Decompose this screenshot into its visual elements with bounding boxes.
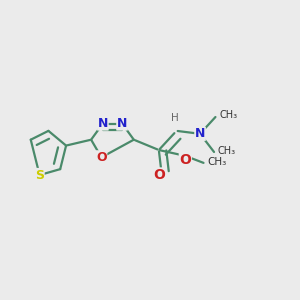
Text: N: N [117, 117, 127, 130]
Text: CH₃: CH₃ [207, 157, 227, 167]
Text: O: O [153, 168, 165, 182]
Text: O: O [179, 153, 191, 167]
Text: H: H [171, 113, 179, 124]
Text: N: N [195, 127, 205, 140]
Text: N: N [98, 117, 108, 130]
Text: CH₃: CH₃ [219, 110, 237, 120]
Text: CH₃: CH₃ [218, 146, 236, 157]
Text: S: S [35, 169, 44, 182]
Text: O: O [96, 151, 107, 164]
